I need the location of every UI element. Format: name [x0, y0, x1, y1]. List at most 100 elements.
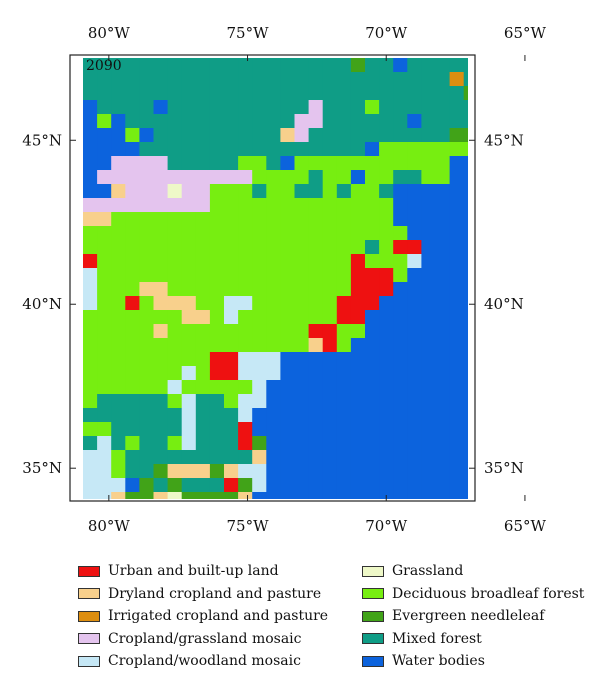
- land-cover-cell: [449, 226, 465, 241]
- land-cover-cell: [463, 436, 468, 451]
- land-cover-cell: [449, 240, 465, 255]
- land-cover-cell: [379, 58, 394, 73]
- land-cover-cell: [181, 86, 197, 101]
- land-cover-cell: [153, 450, 168, 465]
- land-cover-cell: [266, 100, 281, 115]
- lat-label-right: 35°N: [484, 459, 524, 477]
- land-cover-cell: [139, 450, 154, 465]
- land-cover-cell: [209, 282, 225, 297]
- land-cover-cell: [153, 492, 168, 499]
- land-cover-cell: [224, 352, 239, 367]
- land-cover-cell: [463, 296, 468, 311]
- land-cover-cell: [111, 352, 126, 367]
- land-cover-cell: [365, 380, 380, 395]
- land-cover-cell: [393, 324, 408, 339]
- legend-item: Cropland/grassland mosaic: [78, 629, 302, 649]
- land-cover-cell: [252, 380, 267, 395]
- land-cover-cell: [449, 268, 465, 283]
- land-cover-cell: [181, 296, 197, 311]
- land-cover-cell: [421, 394, 436, 409]
- land-cover-cell: [252, 240, 267, 255]
- land-cover-cell: [224, 170, 239, 185]
- land-cover-cell: [195, 338, 211, 353]
- land-cover-cell: [308, 170, 324, 185]
- land-cover-cell: [167, 282, 183, 297]
- land-cover-cell: [336, 436, 352, 451]
- land-cover-cell: [308, 142, 324, 157]
- land-cover-cell: [167, 492, 183, 499]
- land-cover-cell: [350, 184, 366, 199]
- land-cover-cell: [322, 156, 338, 171]
- land-cover-cell: [322, 100, 338, 115]
- land-cover-cell: [167, 72, 183, 87]
- land-cover-cell: [125, 366, 140, 381]
- land-cover-cell: [111, 408, 126, 423]
- land-cover-cell: [111, 58, 126, 73]
- land-cover-cell: [139, 198, 154, 213]
- land-cover-cell: [421, 492, 436, 499]
- land-cover-cell: [280, 72, 295, 87]
- land-cover-cell: [393, 184, 408, 199]
- legend-swatch: [362, 588, 384, 599]
- land-cover-cell: [83, 212, 98, 227]
- lat-label-right: 40°N: [484, 295, 524, 313]
- land-cover-cell: [379, 170, 394, 185]
- land-cover-cell: [365, 100, 380, 115]
- land-cover-cell: [153, 156, 168, 171]
- land-cover-cell: [421, 436, 436, 451]
- land-cover-cell: [449, 436, 465, 451]
- land-cover-cell: [379, 394, 394, 409]
- land-cover-cell: [83, 198, 98, 213]
- land-cover-cell: [252, 394, 267, 409]
- land-cover-cell: [308, 254, 324, 269]
- map-frame: [69, 54, 476, 502]
- land-cover-cell: [167, 226, 183, 241]
- land-cover-cell: [209, 72, 225, 87]
- land-cover-cell: [167, 58, 183, 73]
- land-cover-cell: [393, 394, 408, 409]
- land-cover-cell: [111, 380, 126, 395]
- land-cover-cell: [195, 366, 211, 381]
- land-cover-cell: [238, 464, 253, 479]
- land-cover-cell: [393, 226, 408, 241]
- land-cover-cell: [379, 268, 394, 283]
- land-cover-cell: [365, 156, 380, 171]
- land-cover-cell: [294, 240, 309, 255]
- land-cover-cell: [350, 268, 366, 283]
- land-cover-cell: [167, 310, 183, 325]
- land-cover-cell: [83, 240, 98, 255]
- land-cover-cell: [407, 436, 422, 451]
- land-cover-cell: [252, 170, 267, 185]
- land-cover-cell: [266, 254, 281, 269]
- land-cover-cell: [83, 394, 98, 409]
- land-cover-cell: [336, 296, 352, 311]
- land-cover-cell: [153, 422, 168, 437]
- land-cover-cell: [322, 282, 338, 297]
- land-cover-cell: [365, 86, 380, 101]
- land-cover-cell: [209, 436, 225, 451]
- land-cover-cell: [308, 226, 324, 241]
- land-cover-cell: [209, 422, 225, 437]
- legend-label: Dryland cropland and pasture: [108, 585, 322, 602]
- land-cover-cell: [83, 296, 98, 311]
- land-cover-cell: [449, 380, 465, 395]
- land-cover-cell: [195, 296, 211, 311]
- land-cover-cell: [294, 226, 309, 241]
- land-cover-cell: [280, 268, 295, 283]
- land-cover-cell: [336, 170, 352, 185]
- land-cover-cell: [238, 100, 253, 115]
- land-cover-cell: [379, 142, 394, 157]
- land-cover-cell: [322, 170, 338, 185]
- land-cover-cell: [153, 212, 168, 227]
- land-cover-cell: [238, 492, 253, 499]
- land-cover-cell: [224, 86, 239, 101]
- land-cover-cell: [463, 114, 468, 129]
- land-cover-cell: [336, 114, 352, 129]
- land-cover-cell: [238, 58, 253, 73]
- land-cover-cell: [266, 156, 281, 171]
- land-cover-cell: [97, 296, 112, 311]
- land-cover-cell: [322, 58, 338, 73]
- legend-label: Mixed forest: [392, 630, 482, 647]
- land-cover-cell: [83, 254, 98, 269]
- land-cover-cell: [97, 72, 112, 87]
